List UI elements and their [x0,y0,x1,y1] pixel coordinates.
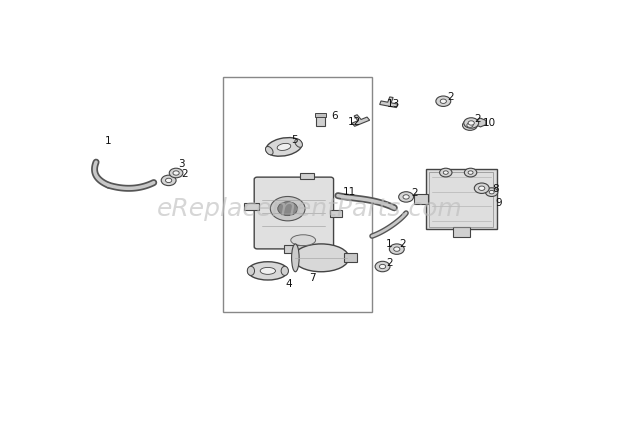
Ellipse shape [281,266,288,276]
Bar [429,172,494,227]
Circle shape [173,171,179,176]
Bar [330,211,342,217]
Circle shape [485,188,498,197]
Bar [284,246,304,253]
Circle shape [403,195,409,200]
Circle shape [394,247,400,252]
Circle shape [161,176,176,186]
Circle shape [479,187,485,191]
Circle shape [464,118,479,129]
Text: 12: 12 [347,117,361,126]
Ellipse shape [247,266,255,276]
Ellipse shape [266,138,302,157]
Circle shape [440,169,452,178]
Bar [244,203,259,210]
Text: 1: 1 [386,238,392,248]
Text: 11: 11 [342,187,356,197]
Bar [453,228,470,237]
Bar [316,115,325,127]
Circle shape [443,171,448,175]
Circle shape [169,169,183,178]
Ellipse shape [247,262,288,280]
Ellipse shape [260,268,275,275]
Text: 7: 7 [309,272,316,282]
Circle shape [463,121,477,131]
Text: 10: 10 [483,118,497,128]
Circle shape [489,191,494,194]
Ellipse shape [291,244,299,272]
Bar [223,78,372,312]
Circle shape [468,122,474,126]
Text: 13: 13 [387,99,401,109]
Circle shape [464,169,477,178]
Ellipse shape [277,144,291,151]
Ellipse shape [265,147,273,155]
Text: eReplacementParts.com: eReplacementParts.com [157,196,463,220]
Ellipse shape [293,244,349,272]
Circle shape [389,244,404,255]
Circle shape [166,179,172,183]
Bar [344,254,358,263]
FancyBboxPatch shape [254,178,334,249]
Text: 8: 8 [493,184,499,194]
Circle shape [399,192,414,203]
Ellipse shape [295,140,303,148]
Circle shape [278,202,298,216]
Circle shape [474,184,489,194]
Circle shape [440,100,446,104]
Text: 2: 2 [182,169,188,178]
Polygon shape [352,115,370,127]
Circle shape [379,265,386,269]
Text: 9: 9 [496,198,502,207]
Circle shape [468,171,473,175]
Ellipse shape [291,235,316,246]
Bar [300,173,314,180]
Text: 2: 2 [400,239,406,249]
Text: 2: 2 [387,257,393,267]
Text: 2: 2 [474,114,480,123]
Text: 5: 5 [291,135,298,145]
Text: 4: 4 [285,278,291,288]
Circle shape [270,197,305,221]
Text: 2: 2 [447,92,453,102]
Bar [315,114,326,118]
Text: 3: 3 [178,159,184,169]
Bar [425,170,497,230]
Circle shape [436,97,451,107]
Circle shape [375,262,390,272]
Polygon shape [379,98,398,108]
Bar [414,194,428,205]
Polygon shape [475,119,486,128]
Text: 1: 1 [105,136,112,146]
Circle shape [467,124,473,128]
Text: 2: 2 [412,187,418,197]
Text: 6: 6 [332,111,338,121]
